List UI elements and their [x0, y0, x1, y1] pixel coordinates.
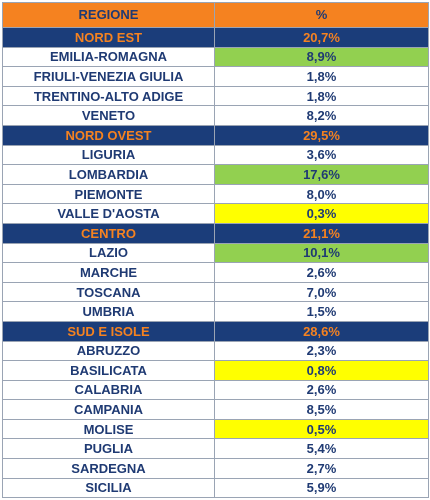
- macro-area-percentage: 28,6%: [214, 320, 429, 342]
- region-name: MARCHE: [2, 262, 215, 283]
- region-name: FRIULI-VENEZIA GIULIA: [2, 66, 215, 87]
- macro-area-name: NORD OVEST: [2, 124, 215, 146]
- region-percentage: 8,5%: [214, 399, 429, 420]
- region-percentage: 8,2%: [214, 105, 429, 126]
- region-name: TRENTINO-ALTO ADIGE: [2, 85, 215, 107]
- table-row: EMILIA-ROMAGNA 8,9%: [2, 46, 429, 68]
- macro-area-percentage: 29,5%: [214, 124, 429, 146]
- region-name: CALABRIA: [2, 379, 215, 401]
- region-percentage: 8,9%: [214, 46, 429, 68]
- table-header-row: REGIONE %: [2, 2, 429, 28]
- macro-area-row: CENTRO 21,1%: [2, 222, 429, 244]
- region-percentage: 2,3%: [214, 340, 429, 362]
- region-percentage: 0,5%: [214, 418, 429, 440]
- region-percentage: 3,6%: [214, 144, 429, 166]
- region-name: PUGLIA: [2, 438, 215, 460]
- region-name: CAMPANIA: [2, 399, 215, 420]
- region-percentage: 8,0%: [214, 183, 429, 205]
- table-row: UMBRIA 1,5%: [2, 301, 429, 322]
- region-name: LIGURIA: [2, 144, 215, 166]
- table-row: PUGLIA 5,4%: [2, 438, 429, 460]
- macro-area-row: NORD OVEST 29,5%: [2, 124, 429, 146]
- region-column-header: REGIONE: [2, 2, 215, 28]
- region-percentage: 5,9%: [214, 477, 429, 499]
- region-name: VENETO: [2, 105, 215, 126]
- region-percentage: 5,4%: [214, 438, 429, 460]
- table-row: BASILICATA 0,8%: [2, 360, 429, 381]
- table-row: ABRUZZO 2,3%: [2, 340, 429, 362]
- region-name: LAZIO: [2, 242, 215, 264]
- macro-area-row: SUD E ISOLE 28,6%: [2, 320, 429, 342]
- table-row: PIEMONTE 8,0%: [2, 183, 429, 205]
- region-name: PIEMONTE: [2, 183, 215, 205]
- region-percentage: 1,8%: [214, 66, 429, 87]
- table-row: SICILIA 5,9%: [2, 477, 429, 499]
- table-row: VALLE D'AOSTA 0,3%: [2, 203, 429, 224]
- region-name: SICILIA: [2, 477, 215, 499]
- macro-area-name: SUD E ISOLE: [2, 320, 215, 342]
- table-row: CALABRIA 2,6%: [2, 379, 429, 401]
- region-percentage: 2,7%: [214, 458, 429, 479]
- region-percentage: 0,8%: [214, 360, 429, 381]
- macro-area-name: NORD EST: [2, 27, 215, 48]
- macro-area-row: NORD EST 20,7%: [2, 27, 429, 48]
- region-percentage: 7,0%: [214, 281, 429, 303]
- region-name: TOSCANA: [2, 281, 215, 303]
- table-row: SARDEGNA 2,7%: [2, 458, 429, 479]
- table-row: FRIULI-VENEZIA GIULIA 1,8%: [2, 66, 429, 87]
- region-percentage: 2,6%: [214, 379, 429, 401]
- region-percentage: 17,6%: [214, 164, 429, 185]
- macro-area-percentage: 21,1%: [214, 222, 429, 244]
- table-row: MOLISE 0,5%: [2, 418, 429, 440]
- percentage-column-header: %: [214, 2, 429, 28]
- region-percentage: 1,5%: [214, 301, 429, 322]
- macro-area-percentage: 20,7%: [214, 27, 429, 48]
- region-name: LOMBARDIA: [2, 164, 215, 185]
- table-row: LIGURIA 3,6%: [2, 144, 429, 166]
- table-row: LAZIO 10,1%: [2, 242, 429, 264]
- region-percentage: 2,6%: [214, 262, 429, 283]
- table-body: NORD EST 20,7% EMILIA-ROMAGNA 8,9% FRIULI-VE…: [2, 27, 429, 499]
- region-name: BASILICATA: [2, 360, 215, 381]
- region-percentage: 0,3%: [214, 203, 429, 224]
- region-name: ABRUZZO: [2, 340, 215, 362]
- region-percentage: 10,1%: [214, 242, 429, 264]
- table-row: TRENTINO-ALTO ADIGE 1,8%: [2, 85, 429, 107]
- table-row: LOMBARDIA 17,6%: [2, 164, 429, 185]
- region-name: UMBRIA: [2, 301, 215, 322]
- macro-area-name: CENTRO: [2, 222, 215, 244]
- table-row: VENETO 8,2%: [2, 105, 429, 126]
- table-row: CAMPANIA 8,5%: [2, 399, 429, 420]
- region-name: SARDEGNA: [2, 458, 215, 479]
- table-row: TOSCANA 7,0%: [2, 281, 429, 303]
- region-name: EMILIA-ROMAGNA: [2, 46, 215, 68]
- region-name: MOLISE: [2, 418, 215, 440]
- region-name: VALLE D'AOSTA: [2, 203, 215, 224]
- region-percentage: 1,8%: [214, 85, 429, 107]
- table-row: MARCHE 2,6%: [2, 262, 429, 283]
